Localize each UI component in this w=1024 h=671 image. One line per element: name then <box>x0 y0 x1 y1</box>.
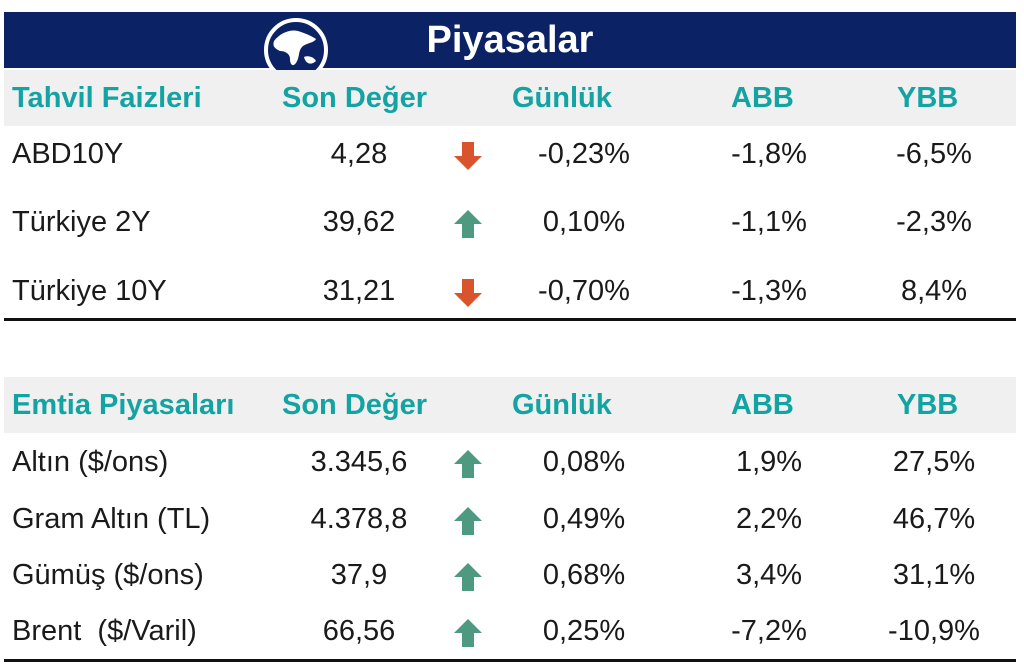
row-name: ABD10Y <box>12 138 124 170</box>
commodities-header-value: Son Değer <box>282 389 428 421</box>
row-daily: 0,49% <box>542 503 626 535</box>
commodities-header-abb: ABB <box>731 389 794 421</box>
row-ybb: 27,5% <box>892 446 976 478</box>
row-ybb: 31,1% <box>892 559 976 591</box>
bonds-header: Tahvil Faizleri Son Değer Günlük ABB YBB <box>4 70 1016 126</box>
bonds-header-value: Son Değer <box>282 82 428 114</box>
row-value: 66,56 <box>322 615 396 647</box>
row-ybb: -2,3% <box>896 206 972 238</box>
row-abb: -7,2% <box>731 615 807 647</box>
row-name: Türkiye 2Y <box>12 206 151 238</box>
row-ybb: 8,4% <box>900 275 968 307</box>
row-abb: -1,8% <box>731 138 807 170</box>
bonds-header-name: Tahvil Faizleri <box>12 82 202 114</box>
down-arrow-icon <box>454 279 482 307</box>
up-arrow-icon <box>454 619 482 647</box>
row-daily: 0,25% <box>542 615 626 647</box>
bonds-header-abb: ABB <box>731 82 794 114</box>
up-arrow-icon <box>454 507 482 535</box>
row-value: 3.345,6 <box>310 446 408 478</box>
page-title: Piyasalar <box>426 19 594 61</box>
row-name: Türkiye 10Y <box>12 275 167 307</box>
row-ybb: 46,7% <box>892 503 976 535</box>
row-name: Gümüş ($/ons) <box>12 559 204 591</box>
row-name: Altın ($/ons) <box>12 446 169 478</box>
row-abb: 1,9% <box>735 446 803 478</box>
row-value: 4,28 <box>330 138 388 170</box>
row-name: Brent ($/Varil) <box>12 615 197 647</box>
row-value: 39,62 <box>322 206 396 238</box>
row-name: Gram Altın (TL) <box>12 503 211 535</box>
up-arrow-icon <box>454 563 482 591</box>
bonds-header-daily: Günlük <box>512 82 612 114</box>
up-arrow-icon <box>454 210 482 238</box>
section-divider <box>4 318 1016 321</box>
row-ybb: -10,9% <box>888 615 980 647</box>
down-arrow-icon <box>454 142 482 170</box>
row-abb: 3,4% <box>735 559 803 591</box>
row-daily: -0,70% <box>538 275 630 307</box>
commodities-header: Emtia Piyasaları Son Değer Günlük ABB YB… <box>4 377 1016 433</box>
row-value: 31,21 <box>322 275 396 307</box>
row-value: 4.378,8 <box>310 503 408 535</box>
row-abb: -1,3% <box>731 275 807 307</box>
row-ybb: -6,5% <box>896 138 972 170</box>
globe-icon <box>264 18 328 81</box>
row-value: 37,9 <box>330 559 388 591</box>
commodities-header-daily: Günlük <box>512 389 612 421</box>
row-daily: 0,08% <box>542 446 626 478</box>
row-abb: -1,1% <box>731 206 807 238</box>
up-arrow-icon <box>454 450 482 478</box>
row-daily: -0,23% <box>538 138 630 170</box>
row-abb: 2,2% <box>735 503 803 535</box>
section-divider <box>4 659 1016 662</box>
title-banner: Piyasalar <box>4 12 1016 68</box>
row-daily: 0,68% <box>542 559 626 591</box>
commodities-header-name: Emtia Piyasaları <box>12 389 235 421</box>
commodities-header-ybb: YBB <box>897 389 959 421</box>
row-daily: 0,10% <box>542 206 626 238</box>
bonds-header-ybb: YBB <box>897 82 959 114</box>
